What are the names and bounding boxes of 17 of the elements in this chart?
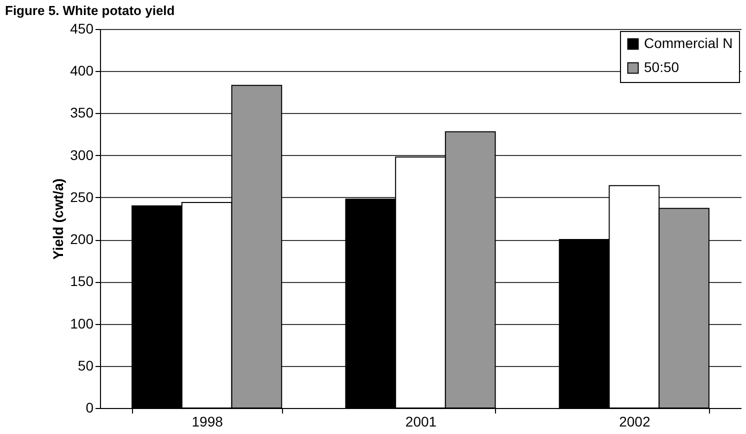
y-tick-label: 200 — [70, 231, 94, 248]
y-tick-label: 250 — [70, 188, 94, 205]
y-tick-label: 300 — [70, 146, 94, 163]
y-tick-label: 400 — [70, 62, 94, 79]
y-tick-label: 350 — [70, 104, 94, 121]
x-tick-label: 1998 — [192, 414, 224, 430]
legend-label: Commercial N — [644, 35, 733, 51]
y-tick-label: 50 — [78, 357, 94, 374]
legend-label: 50:50 — [644, 59, 680, 75]
y-tick-label: 100 — [70, 315, 94, 332]
x-tick-label: 2002 — [619, 414, 650, 430]
x-tick-label: 2001 — [405, 414, 437, 430]
y-tick-label: 450 — [70, 20, 94, 36]
chart-title: Figure 5. White potato yield — [5, 3, 175, 18]
y-tick-label: 150 — [70, 273, 94, 290]
y-tick-label: 0 — [86, 400, 94, 416]
y-axis-title: Yield (cwt/a) — [50, 178, 66, 260]
